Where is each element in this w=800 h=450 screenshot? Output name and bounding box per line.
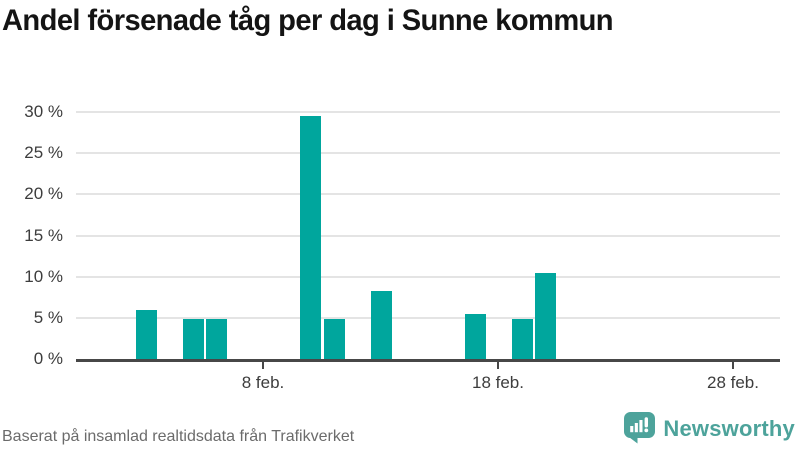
bar-feb-20 (535, 273, 556, 359)
bar-feb-17 (465, 314, 486, 359)
x-axis-tick-28-feb (732, 362, 734, 369)
x-axis-label-18-feb: 18 feb. (472, 373, 524, 392)
newsworthy-logo[interactable]: Newsworthy (624, 412, 795, 444)
bar-feb-11 (324, 319, 345, 359)
gridline-10pct (76, 276, 780, 278)
y-axis-label-25pct: 25 % (24, 143, 63, 162)
bar-chart-speech-bubble-icon (624, 412, 656, 444)
gridline-30pct (76, 111, 780, 113)
gridline-5pct (76, 317, 780, 319)
chart-title: Andel försenade tåg per dag i Sunne komm… (2, 4, 614, 37)
x-axis-line (76, 359, 780, 362)
x-axis-label-8-feb: 8 feb. (241, 373, 285, 392)
bar-feb-13 (371, 291, 392, 359)
y-axis-label-20pct: 20 % (24, 184, 63, 203)
bar-feb-10 (300, 116, 321, 359)
gridline-20pct (76, 193, 780, 195)
gridline-15pct (76, 235, 780, 237)
y-axis-label-0pct: 0 % (33, 349, 63, 368)
bar-feb-3 (136, 310, 157, 359)
x-axis-label-28-feb: 28 feb. (707, 373, 759, 392)
y-axis-label-15pct: 15 % (24, 226, 63, 245)
bar-feb-6 (206, 319, 227, 359)
source-note: Baserat på insamlad realtidsdata från Tr… (2, 428, 355, 445)
y-axis-label-10pct: 10 % (24, 267, 63, 286)
newsworthy-logo-text: Newsworthy (663, 415, 795, 441)
x-axis-tick-8-feb (262, 362, 264, 369)
bar-feb-5 (183, 319, 204, 359)
y-axis-label-30pct: 30 % (24, 102, 63, 121)
x-axis-tick-18-feb (497, 362, 499, 369)
gridline-25pct (76, 152, 780, 154)
bar-feb-19 (512, 319, 533, 359)
y-axis-label-5pct: 5 % (33, 308, 63, 327)
